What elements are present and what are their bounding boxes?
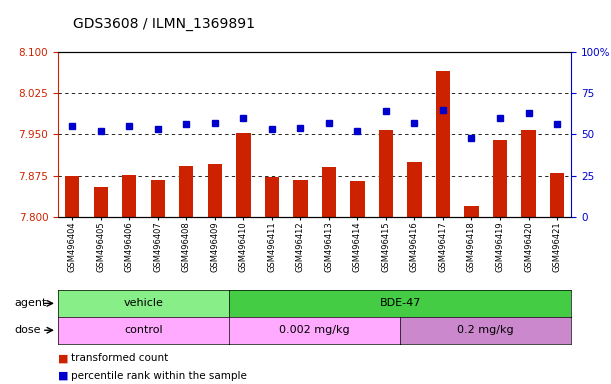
Bar <box>521 130 536 217</box>
Text: agent: agent <box>15 298 47 308</box>
Text: ■: ■ <box>58 353 72 363</box>
Text: vehicle: vehicle <box>123 298 164 308</box>
Text: 0.2 mg/kg: 0.2 mg/kg <box>458 325 514 335</box>
Bar <box>151 180 165 217</box>
Bar <box>350 181 365 217</box>
Text: percentile rank within the sample: percentile rank within the sample <box>71 371 247 381</box>
Text: BDE-47: BDE-47 <box>379 298 421 308</box>
Bar <box>493 140 507 217</box>
Bar <box>122 175 136 217</box>
Text: transformed count: transformed count <box>71 353 169 363</box>
Bar <box>179 166 194 217</box>
Text: dose: dose <box>15 325 41 335</box>
Text: ■: ■ <box>58 371 72 381</box>
Bar <box>265 177 279 217</box>
Bar <box>436 71 450 217</box>
Text: GDS3608 / ILMN_1369891: GDS3608 / ILMN_1369891 <box>73 17 255 31</box>
Bar <box>65 175 79 217</box>
Bar <box>464 206 478 217</box>
Bar <box>293 180 307 217</box>
Bar <box>408 162 422 217</box>
Bar <box>379 130 393 217</box>
Bar <box>93 187 108 217</box>
Bar <box>208 164 222 217</box>
Bar <box>550 173 564 217</box>
Text: 0.002 mg/kg: 0.002 mg/kg <box>279 325 350 335</box>
Bar <box>322 167 336 217</box>
Text: control: control <box>124 325 163 335</box>
Bar <box>236 133 251 217</box>
